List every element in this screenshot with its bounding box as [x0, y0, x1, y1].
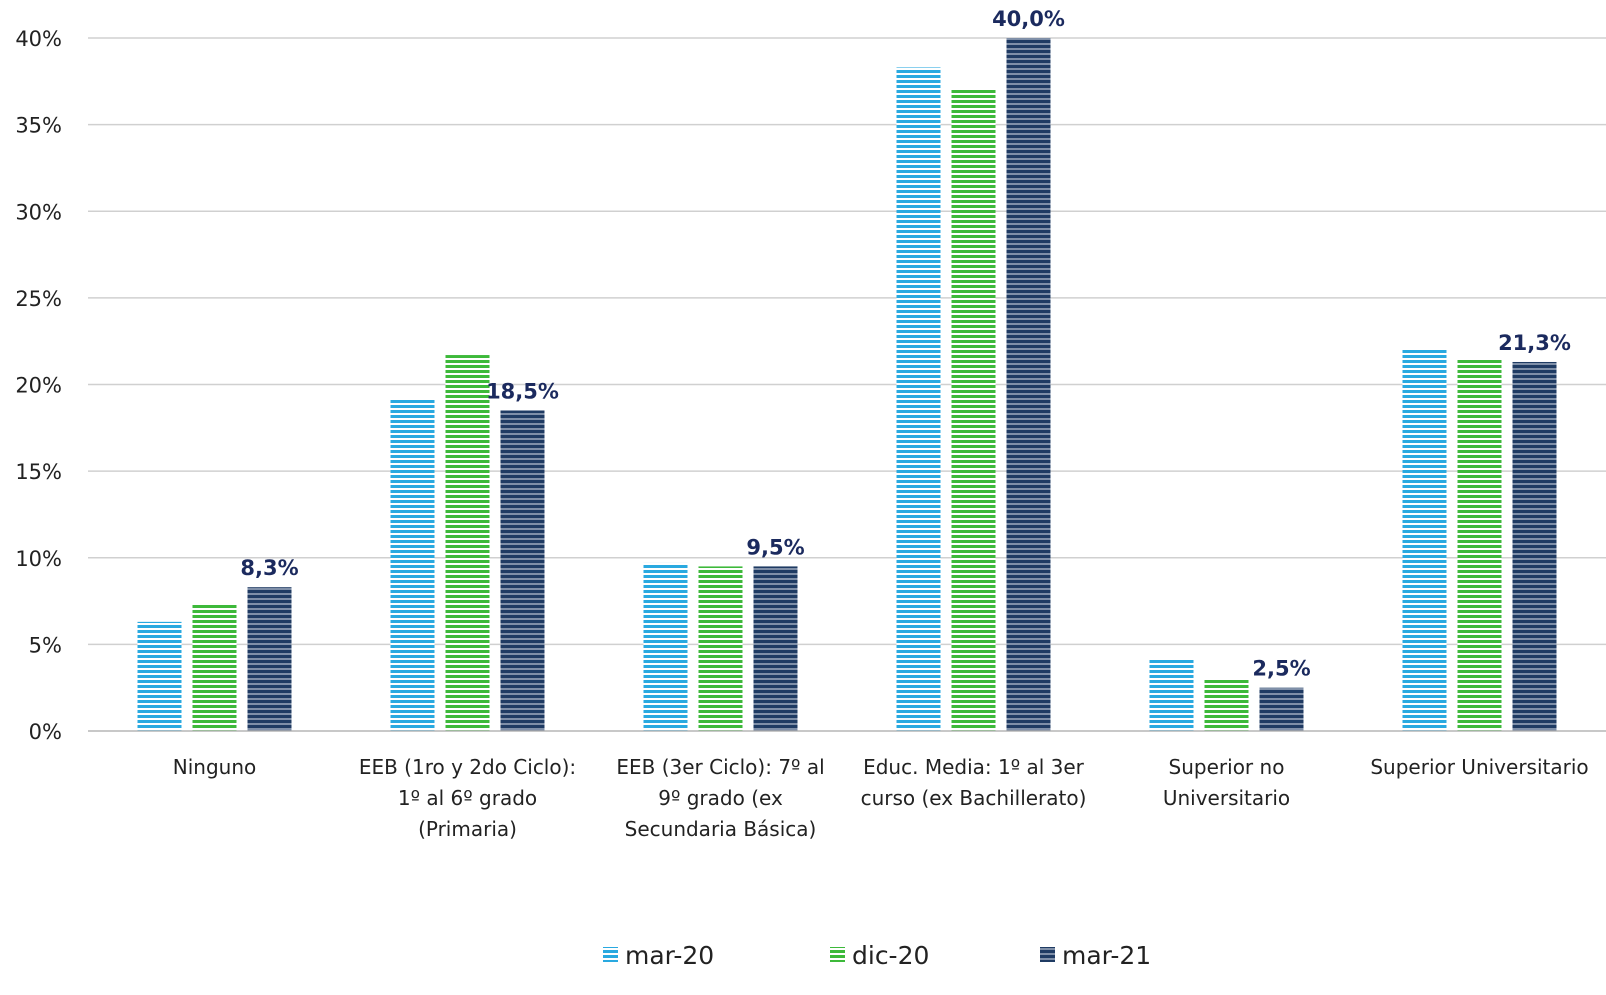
legend-label: mar-20 [625, 941, 714, 970]
y-tick-label: 40% [15, 27, 62, 51]
legend-label: dic-20 [852, 941, 929, 970]
gridlines [88, 37, 1606, 732]
y-tick-label: 0% [29, 720, 62, 744]
bar-mar-20 [1402, 348, 1447, 731]
bar-mar-21 [1512, 361, 1557, 731]
x-tick-label: Secundaria Básica) [625, 817, 817, 841]
bar-dic-20 [1457, 358, 1502, 731]
legend: mar-20 dic-20 mar-21 [603, 941, 1151, 970]
x-tick-label: Ninguno [173, 755, 256, 779]
y-tick-label: 30% [15, 200, 62, 224]
y-axis: 0% 5% 10% 15% 20% 25% 30% 35% 40% [15, 27, 62, 744]
y-tick-label: 20% [15, 374, 62, 398]
x-tick-label: Universitario [1163, 786, 1290, 810]
bar-mar-21 [500, 410, 545, 731]
x-tick-label: (Primaria) [418, 817, 517, 841]
data-label: 9,5% [746, 535, 804, 559]
data-label: 2,5% [1252, 657, 1310, 681]
data-label: 18,5% [486, 379, 559, 403]
plot-area [137, 38, 1557, 732]
data-label: 40,0% [992, 7, 1065, 31]
bar-mar-21 [1006, 38, 1051, 731]
bar-dic-20 [445, 355, 490, 731]
x-tick-label: EEB (1ro y 2do Ciclo): [359, 755, 576, 779]
x-tick-label: EEB (3er Ciclo): 7º al [616, 755, 824, 779]
y-tick-label: 35% [15, 114, 62, 138]
bar-mar-21 [1259, 687, 1304, 731]
x-tick-label: curso (ex Bachillerato) [861, 786, 1087, 810]
bar-mar-21 [753, 566, 798, 731]
bar-mar-20 [137, 621, 182, 731]
legend-swatch-dic-20 [830, 947, 845, 962]
bar-mar-21 [247, 587, 292, 731]
x-tick-label: Superior Universitario [1370, 755, 1588, 779]
y-tick-label: 25% [15, 287, 62, 311]
x-axis: Ninguno EEB (1ro y 2do Ciclo): 1º al 6º gr… [88, 730, 1606, 841]
x-tick-label: 9º grado (ex [658, 786, 783, 810]
legend-label: mar-21 [1062, 941, 1151, 970]
bar-dic-20 [1204, 679, 1249, 731]
bar-mar-20 [643, 562, 688, 731]
y-tick-label: 10% [15, 547, 62, 571]
bar-dic-20 [698, 566, 743, 731]
bar-dic-20 [951, 89, 996, 732]
bar-mar-20 [896, 67, 941, 731]
bar-dic-20 [192, 604, 237, 731]
bar-mar-20 [390, 398, 435, 731]
x-tick-label: Educ. Media: 1º al 3er [863, 755, 1085, 779]
bar-mar-20 [1149, 658, 1194, 731]
x-tick-label: 1º al 6º grado [398, 786, 537, 810]
y-tick-label: 5% [29, 633, 62, 657]
data-labels: 8,3% 18,5% 9,5% 40,0% 2,5% 21,3% [240, 7, 1571, 681]
legend-swatch-mar-21 [1040, 947, 1055, 962]
data-label: 8,3% [240, 556, 298, 580]
legend-swatch-mar-20 [603, 947, 618, 962]
y-tick-label: 15% [15, 460, 62, 484]
data-label: 21,3% [1498, 331, 1571, 355]
x-tick-label: Superior no [1169, 755, 1285, 779]
